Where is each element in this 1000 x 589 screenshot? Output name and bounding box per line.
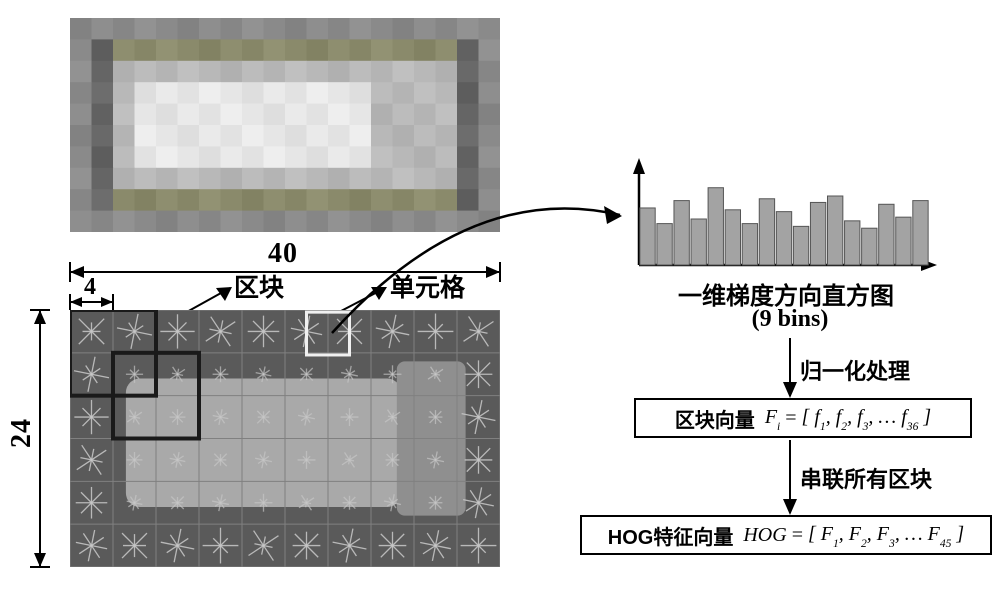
step-normalize-label: 归一化处理: [800, 354, 910, 386]
histogram-bins-label: (9 bins): [700, 306, 880, 333]
block-vector-box: 区块向量 Fi = [ f1, f2, f3, … f36 ]: [634, 398, 972, 438]
box1-lhs: Fi: [765, 406, 780, 431]
figure-root: 40 4 24 区块 单元格 一维梯度方向直方图 (9 bins) 归一化处理 …: [0, 0, 1000, 589]
dim-height-label: 24: [6, 418, 38, 448]
block-callout-label: 区块: [234, 268, 284, 304]
cell-callout-label: 单元格: [390, 268, 465, 304]
dim-width-label: 40: [268, 238, 298, 270]
box1-cn: 区块向量: [675, 404, 755, 433]
hog-visualization: [70, 310, 500, 567]
box1-rhs: [ f1, f2, f3, … f36 ]: [802, 406, 932, 431]
step-concat-label: 串联所有区块: [800, 462, 932, 494]
gradient-histogram: [626, 160, 946, 280]
dim-cell-label: 4: [84, 274, 96, 301]
pixelated-input-image: [70, 18, 500, 232]
box2-lhs: HOG: [743, 524, 786, 547]
box2-cn: HOG特征向量: [608, 521, 734, 550]
hog-vector-box: HOG特征向量 HOG = [ F1, F2, F3, … F45 ]: [580, 515, 992, 555]
box2-rhs: [ F1, F2, F3, … F45 ]: [808, 523, 964, 548]
